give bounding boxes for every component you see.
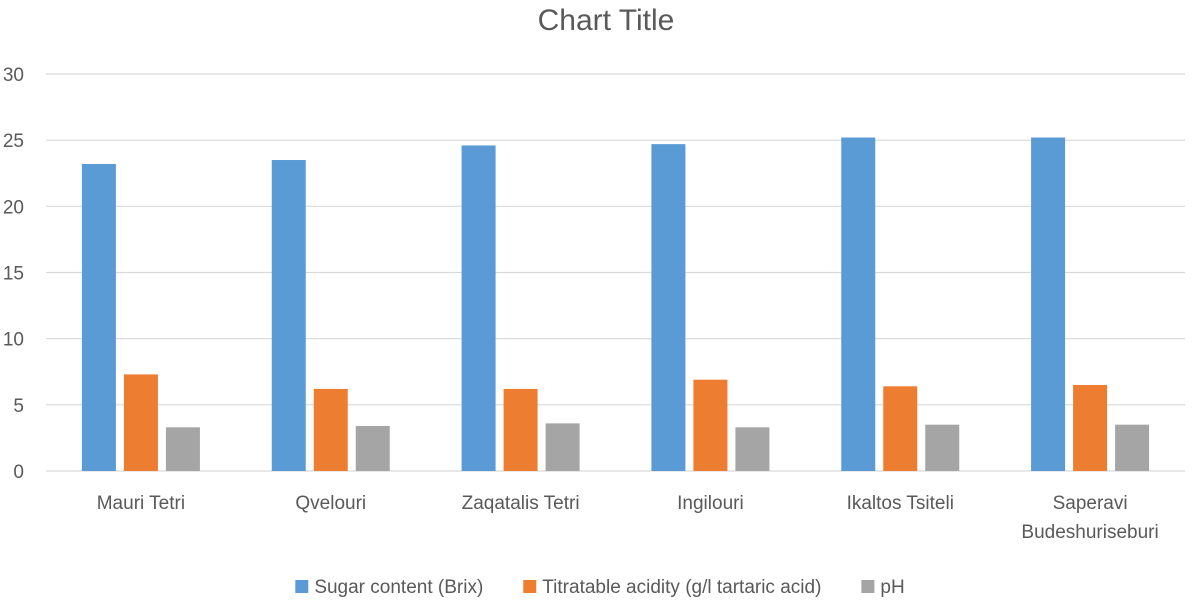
y-tick-label: 30 <box>3 65 24 86</box>
bar <box>925 424 960 471</box>
bar <box>841 137 876 471</box>
legend-label: Sugar content (Brix) <box>314 577 483 598</box>
bar <box>123 374 158 471</box>
y-axis-ticks: 0 5 10 15 20 25 30 <box>3 65 24 483</box>
y-tick-label: 0 <box>13 462 24 483</box>
y-tick-label: 5 <box>13 396 24 417</box>
x-category-label: Budeshuriseburi <box>1021 522 1158 543</box>
y-tick-label: 15 <box>3 264 24 285</box>
gridlines <box>46 73 1185 472</box>
legend-label: Titratable acidity (g/l tartaric acid) <box>542 577 821 598</box>
bar <box>271 160 306 471</box>
bar <box>81 163 116 471</box>
x-category-label: Ingilouri <box>677 493 744 514</box>
x-category-label: Ikaltos Tsiteli <box>847 493 954 514</box>
bar <box>461 145 496 471</box>
x-category-label: Saperavi <box>1053 493 1128 514</box>
bar <box>693 379 728 471</box>
bar <box>1073 384 1108 471</box>
x-category-label: Zaqatalis Tetri <box>462 493 580 514</box>
bar <box>883 386 918 471</box>
legend-swatch <box>523 580 537 593</box>
legend-label: pH <box>880 577 904 598</box>
bar <box>651 144 686 472</box>
bar <box>545 423 580 471</box>
x-category-label: Mauri Tetri <box>97 493 185 514</box>
bar <box>1031 137 1066 471</box>
bar <box>165 427 200 471</box>
bars <box>81 137 1150 472</box>
bar <box>735 427 770 471</box>
y-tick-label: 25 <box>3 131 24 152</box>
y-tick-label: 20 <box>3 197 24 218</box>
bar <box>503 388 538 471</box>
bar <box>1115 424 1150 471</box>
legend-swatch <box>295 580 309 593</box>
x-category-label: Qvelouri <box>295 493 366 514</box>
bar <box>313 388 348 471</box>
y-tick-label: 10 <box>3 330 24 351</box>
x-axis-categories: Mauri Tetri Qvelouri Zaqatalis Tetri Ingilo… <box>97 493 1159 543</box>
legend: Sugar content (Brix) Titratable acidity (… <box>295 577 905 598</box>
chart-title: Chart Title <box>538 4 675 37</box>
legend-swatch <box>861 580 875 593</box>
bar <box>355 426 390 471</box>
